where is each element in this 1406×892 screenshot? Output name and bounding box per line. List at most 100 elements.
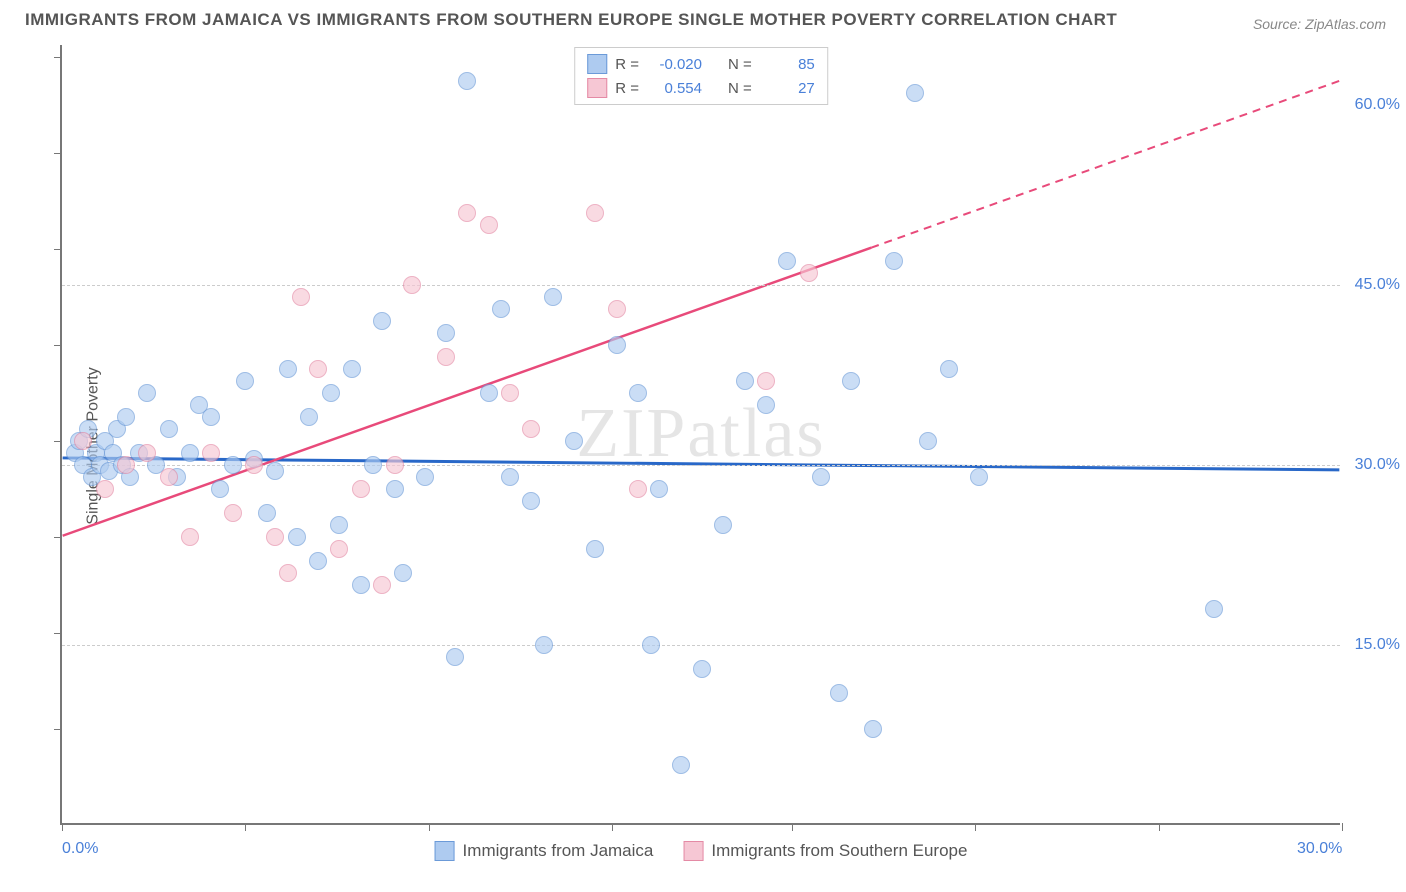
y-tick — [54, 345, 62, 346]
watermark-text: ZIPatlas — [576, 394, 825, 474]
data-point — [352, 480, 370, 498]
legend-row-seurope: R = 0.554 N = 27 — [587, 76, 815, 100]
data-point — [940, 360, 958, 378]
data-point — [160, 420, 178, 438]
data-point — [458, 204, 476, 222]
x-tick-label: 0.0% — [62, 840, 98, 858]
data-point — [330, 516, 348, 534]
data-point — [608, 300, 626, 318]
legend-item-seurope: Immigrants from Southern Europe — [683, 841, 967, 861]
data-point — [343, 360, 361, 378]
data-point — [236, 372, 254, 390]
x-tick — [792, 823, 793, 831]
trend-lines-svg — [62, 45, 1340, 823]
data-point — [544, 288, 562, 306]
data-point — [403, 276, 421, 294]
data-point — [919, 432, 937, 450]
data-point — [757, 372, 775, 390]
y-tick-label: 60.0% — [1355, 96, 1400, 114]
data-point — [480, 216, 498, 234]
r-label: R = — [615, 80, 639, 97]
swatch-seurope-icon — [587, 78, 607, 98]
data-point — [522, 420, 540, 438]
data-point — [245, 456, 263, 474]
data-point — [224, 456, 242, 474]
x-tick — [1342, 823, 1343, 831]
data-point — [258, 504, 276, 522]
data-point — [160, 468, 178, 486]
y-tick — [54, 249, 62, 250]
x-tick — [1159, 823, 1160, 831]
gridline — [62, 645, 1340, 646]
legend-item-jamaica: Immigrants from Jamaica — [435, 841, 654, 861]
data-point — [202, 408, 220, 426]
r-value-jamaica: -0.020 — [647, 56, 702, 73]
data-point — [480, 384, 498, 402]
data-point — [288, 528, 306, 546]
data-point — [522, 492, 540, 510]
data-point — [757, 396, 775, 414]
data-point — [736, 372, 754, 390]
data-point — [642, 636, 660, 654]
chart-container: IMMIGRANTS FROM JAMAICA VS IMMIGRANTS FR… — [10, 10, 1396, 882]
data-point — [864, 720, 882, 738]
n-label: N = — [728, 80, 752, 97]
y-tick — [54, 537, 62, 538]
gridline — [62, 285, 1340, 286]
data-point — [650, 480, 668, 498]
y-tick — [54, 57, 62, 58]
x-tick — [975, 823, 976, 831]
data-point — [292, 288, 310, 306]
series-name-seurope: Immigrants from Southern Europe — [711, 841, 967, 861]
data-point — [300, 408, 318, 426]
data-point — [330, 540, 348, 558]
data-point — [181, 444, 199, 462]
swatch-seurope-icon — [683, 841, 703, 861]
data-point — [830, 684, 848, 702]
data-point — [812, 468, 830, 486]
data-point — [181, 528, 199, 546]
data-point — [416, 468, 434, 486]
y-tick-label: 30.0% — [1355, 456, 1400, 474]
data-point — [211, 480, 229, 498]
y-tick — [54, 633, 62, 634]
x-tick — [62, 823, 63, 831]
data-point — [1205, 600, 1223, 618]
x-tick-label: 30.0% — [1297, 840, 1342, 858]
data-point — [266, 462, 284, 480]
data-point — [309, 360, 327, 378]
data-point — [386, 456, 404, 474]
data-point — [672, 756, 690, 774]
data-point — [96, 480, 114, 498]
data-point — [117, 456, 135, 474]
data-point — [224, 504, 242, 522]
swatch-jamaica-icon — [435, 841, 455, 861]
data-point — [373, 576, 391, 594]
swatch-jamaica-icon — [587, 54, 607, 74]
n-value-jamaica: 85 — [760, 56, 815, 73]
y-tick-label: 45.0% — [1355, 276, 1400, 294]
x-tick — [612, 823, 613, 831]
data-point — [535, 636, 553, 654]
series-legend: Immigrants from Jamaica Immigrants from … — [435, 841, 968, 861]
data-point — [492, 300, 510, 318]
data-point — [693, 660, 711, 678]
data-point — [352, 576, 370, 594]
data-point — [608, 336, 626, 354]
data-point — [138, 384, 156, 402]
data-point — [842, 372, 860, 390]
data-point — [202, 444, 220, 462]
data-point — [309, 552, 327, 570]
data-point — [906, 84, 924, 102]
n-label: N = — [728, 56, 752, 73]
data-point — [586, 204, 604, 222]
y-tick — [54, 153, 62, 154]
data-point — [446, 648, 464, 666]
series-name-jamaica: Immigrants from Jamaica — [463, 841, 654, 861]
data-point — [629, 384, 647, 402]
data-point — [885, 252, 903, 270]
data-point — [437, 348, 455, 366]
data-point — [74, 432, 92, 450]
data-point — [386, 480, 404, 498]
data-point — [714, 516, 732, 534]
